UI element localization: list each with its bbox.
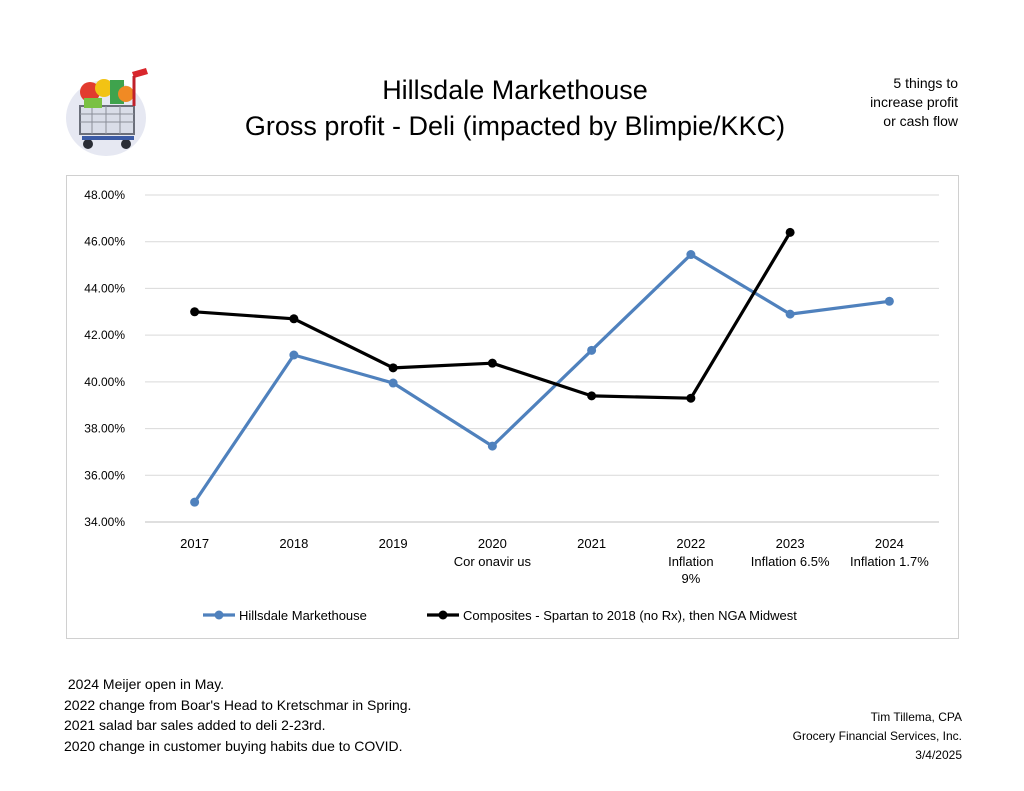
x-tick-label: 2022 [676, 536, 705, 551]
y-tick-label: 42.00% [84, 328, 125, 342]
data-point-hillsdale [587, 345, 597, 355]
data-point-hillsdale [289, 350, 299, 360]
x-tick-label: 2018 [279, 536, 308, 551]
x-tick-label: 2019 [379, 536, 408, 551]
data-point-composites [785, 227, 795, 237]
data-point-hillsdale [884, 296, 894, 306]
shopping-cart-icon [66, 68, 148, 156]
data-point-composites [190, 307, 200, 317]
x-tick-sublabel: Inflation [668, 554, 714, 569]
x-tick-label: 2024 [875, 536, 904, 551]
side-note-line: increase profit [870, 94, 958, 110]
side-note: 5 things to increase profit or cash flow [840, 74, 958, 131]
x-tick-label: 2017 [180, 536, 209, 551]
x-tick-label: 2023 [776, 536, 805, 551]
credit-name: Tim Tillema, CPA [870, 710, 962, 724]
x-tick-sublabel: Inflation 1.7% [850, 554, 929, 569]
side-note-line: 5 things to [893, 75, 958, 91]
x-tick-sublabel: Cor onavir us [454, 554, 532, 569]
data-point-composites [686, 393, 696, 403]
note-item: 2020 change in customer buying habits du… [64, 737, 403, 754]
credit-company: Grocery Financial Services, Inc. [792, 729, 962, 743]
data-point-composites [289, 314, 299, 324]
legend-label: Composites - Spartan to 2018 (no Rx), th… [463, 608, 797, 623]
side-note-line: or cash flow [883, 113, 958, 129]
x-tick-label: 2021 [577, 536, 606, 551]
data-point-hillsdale [487, 441, 497, 451]
y-tick-label: 36.00% [84, 468, 125, 482]
title-line-1: Hillsdale Markethouse [382, 75, 648, 105]
y-tick-label: 44.00% [84, 281, 125, 295]
data-point-composites [487, 358, 497, 368]
legend-marker [438, 610, 448, 620]
data-point-hillsdale [785, 309, 795, 319]
y-tick-label: 46.00% [84, 235, 125, 249]
author-credit: Tim Tillema, CPA Grocery Financial Servi… [740, 708, 962, 765]
notes-list: 2024 Meijer open in May. 2022 change fro… [64, 674, 411, 756]
chart-area: 34.00% 36.00% 38.00% 40.00% 42.00% 44.00% 46.0… [66, 175, 959, 639]
y-tick-label: 40.00% [84, 375, 125, 389]
series-line-composites [194, 231, 792, 400]
data-point-composites [587, 391, 597, 401]
y-tick-label: 38.00% [84, 422, 125, 436]
gross-profit-line-chart: 34.00% 36.00% 38.00% 40.00% 42.00% 44.00% 46.0… [84, 188, 939, 623]
y-tick-label: 34.00% [84, 515, 125, 529]
note-item: 2021 salad bar sales added to deli 2-23r… [64, 717, 326, 733]
x-tick-label: 2020 [478, 536, 507, 551]
data-point-hillsdale [190, 497, 200, 507]
legend-marker [214, 610, 224, 620]
note-item: 2024 Meijer open in May. [64, 676, 225, 692]
series-line-hillsdale [193, 252, 890, 504]
y-tick-label: 48.00% [84, 188, 125, 202]
legend-label: Hillsdale Markethouse [239, 608, 367, 623]
x-tick-sublabel: 9% [681, 571, 700, 586]
page-title: Hillsdale Markethouse Gross profit - Del… [160, 72, 870, 144]
data-point-hillsdale [686, 250, 696, 260]
data-point-hillsdale [388, 378, 398, 388]
credit-date: 3/4/2025 [915, 748, 962, 762]
x-tick-sublabel: Inflation 6.5% [751, 554, 830, 569]
title-line-2: Gross profit - Deli (impacted by Blimpie… [244, 111, 786, 141]
shopping-cart-logo [62, 58, 152, 158]
note-item: 2022 change from Boar's Head to Kretschm… [64, 696, 412, 713]
data-point-composites [388, 363, 398, 373]
